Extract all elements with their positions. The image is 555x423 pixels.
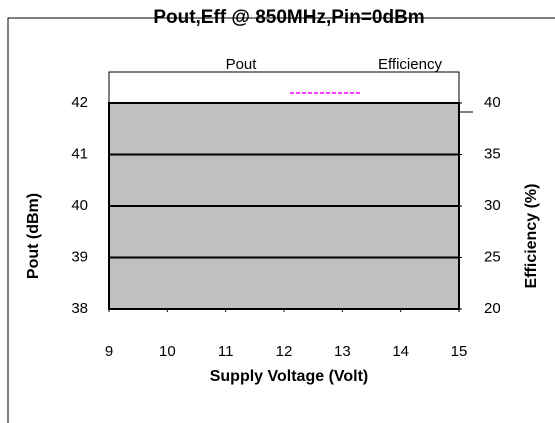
x-axis-label: Supply Voltage (Volt) [210,368,369,385]
y2-tick-label: 30 [484,197,501,214]
y-tick-label: 41 [71,145,88,162]
legend-box [108,71,473,113]
x-tick-label: 12 [276,343,293,360]
x-tick-label: 11 [218,343,234,360]
y2-axis-label: Efficiency (%) [523,184,540,289]
y2-tick-label: 40 [484,94,501,111]
x-tick-label: 13 [334,343,351,360]
legend-label: Pout [226,56,258,73]
y-tick-label: 42 [71,94,88,111]
x-tick-label: 15 [451,343,468,360]
y2-tick-label: 25 [484,248,501,265]
chart-title: Pout,Eff @ 850MHz,Pin=0dBm [153,7,424,28]
y-tick-label: 39 [71,248,88,265]
y-axis-label: Pout (dBm) [25,193,42,279]
x-tick-label: 10 [159,343,176,360]
x-tick-label: 9 [105,343,113,360]
y-tick-label: 38 [71,300,88,317]
x-tick-label: 14 [392,343,409,360]
y-tick-label: 40 [71,197,88,214]
y2-tick-label: 35 [484,145,501,162]
y2-tick-label: 20 [484,300,501,317]
frame [7,17,555,423]
legend-label: Efficiency [378,56,442,73]
